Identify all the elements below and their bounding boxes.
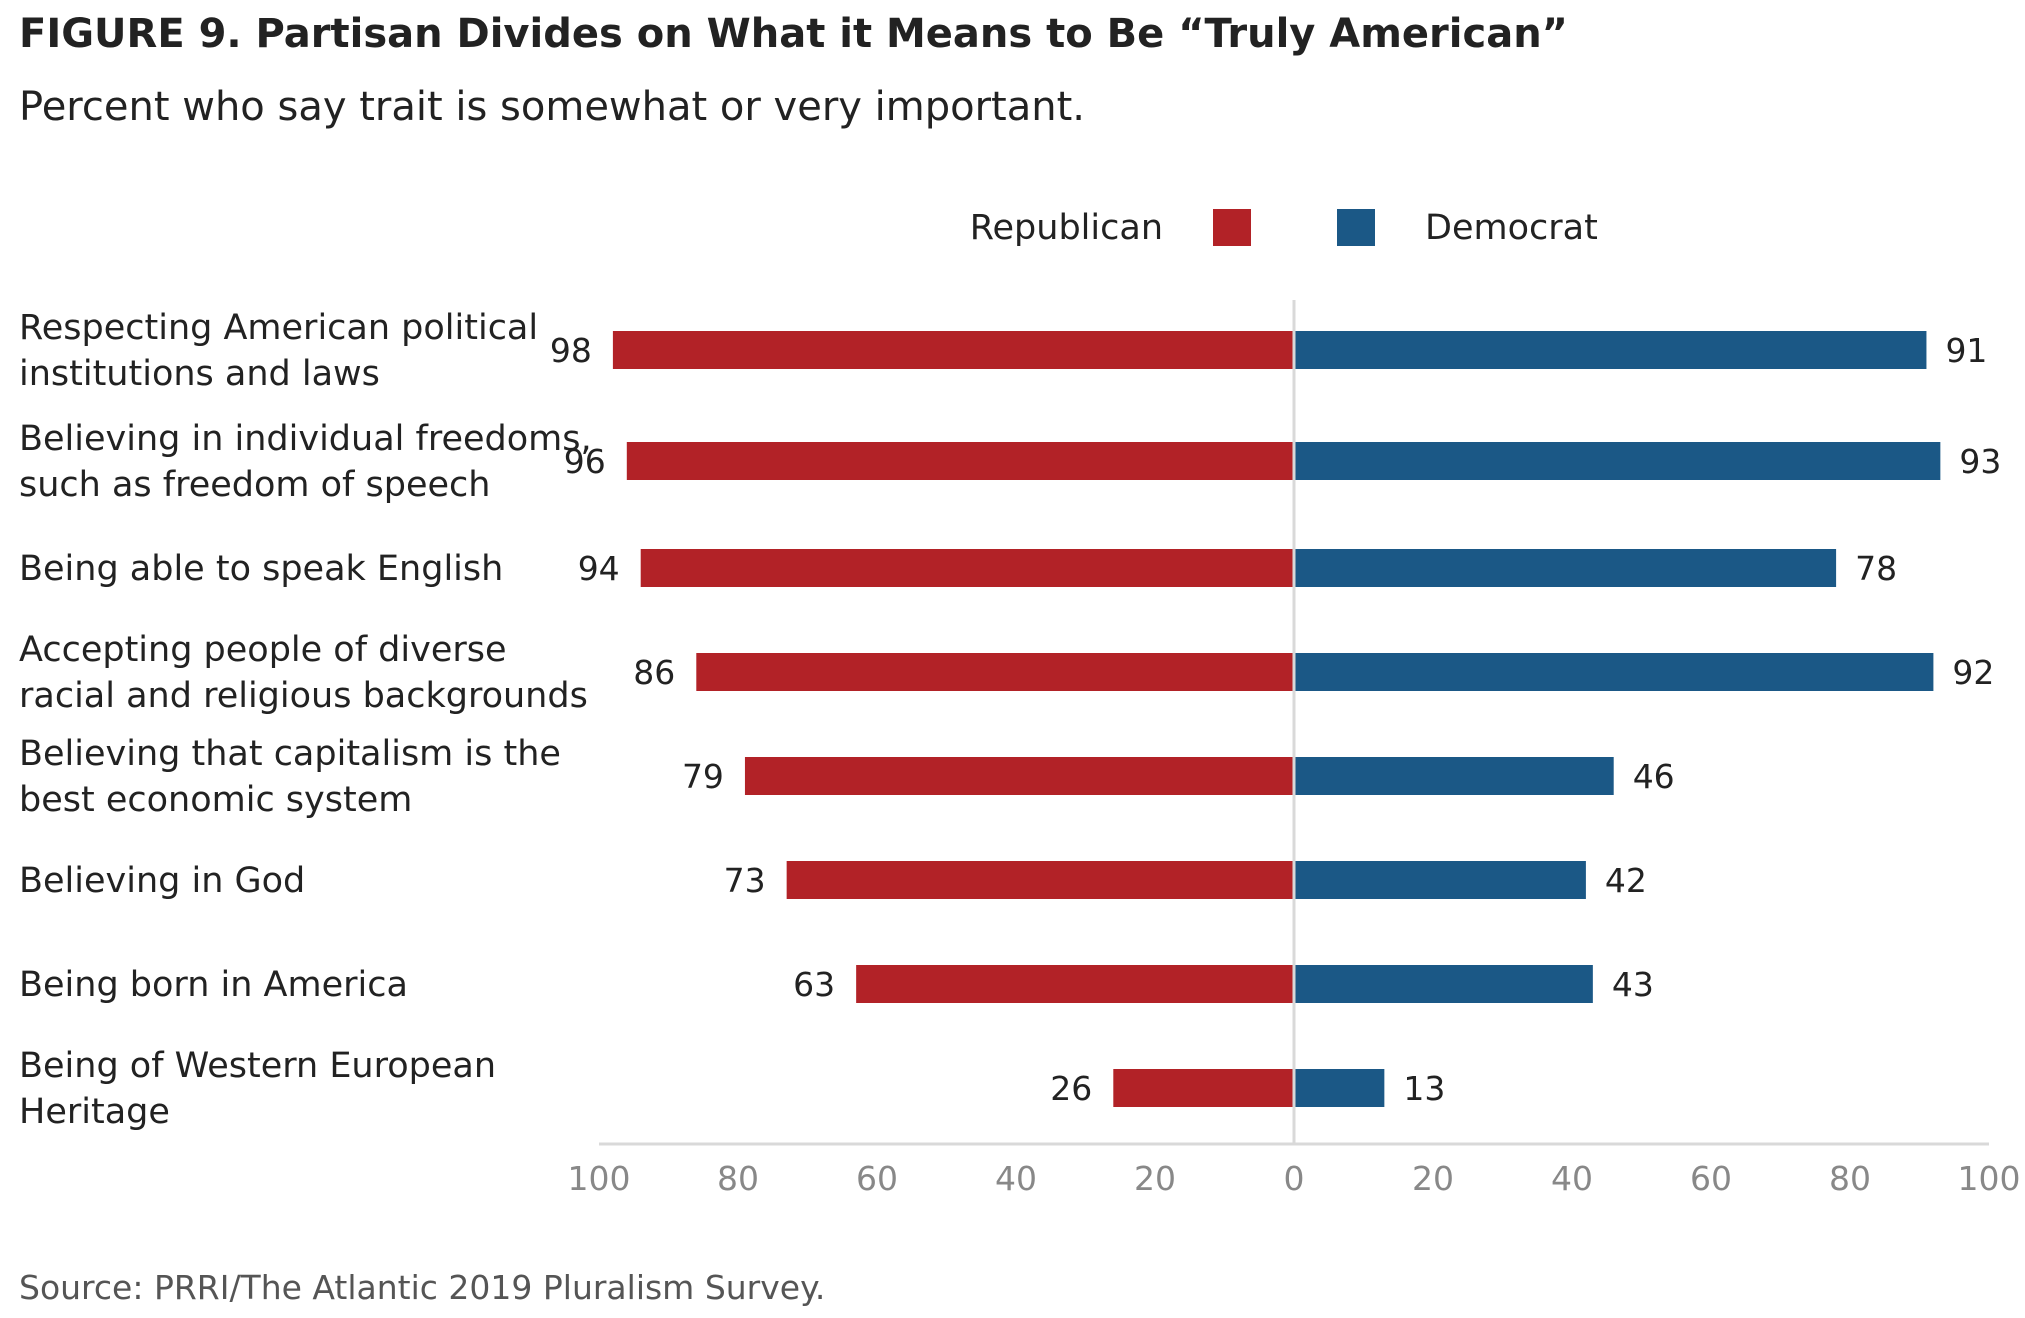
- legend-label-democrat: Democrat: [1425, 208, 1598, 248]
- value-label-republican: 79: [682, 757, 724, 796]
- bar-democrat: [1294, 965, 1593, 1003]
- category-label: Believing in God: [19, 861, 305, 901]
- bars: [612, 331, 1941, 1107]
- bar-republican: [626, 442, 1294, 480]
- category-labels: Respecting American political institution…: [19, 308, 592, 1132]
- x-tick-label: 80: [1829, 1159, 1871, 1198]
- x-tick-label: 80: [717, 1159, 759, 1198]
- legend: Republican Democrat: [970, 208, 1598, 248]
- bar-republican: [612, 331, 1294, 369]
- legend-label-republican: Republican: [970, 208, 1163, 248]
- value-label-republican: 73: [724, 861, 766, 900]
- category-label: Accepting people of diverse racial and re…: [19, 630, 588, 716]
- legend-swatch-republican: [1213, 209, 1251, 246]
- value-label-democrat: 92: [1952, 653, 1994, 692]
- bar-republican: [856, 965, 1294, 1003]
- bar-republican: [696, 653, 1294, 691]
- x-tick-label: 20: [1412, 1159, 1454, 1198]
- value-label-democrat: 93: [1959, 442, 2001, 481]
- category-label: Respecting American political institution…: [19, 308, 538, 394]
- value-label-republican: 26: [1050, 1069, 1092, 1108]
- value-labels: 98 91 96 93 94 78 86 92 79 46 73 42 63 43 26 13: [550, 331, 2001, 1108]
- bar-democrat: [1294, 442, 1941, 480]
- value-label-democrat: 13: [1403, 1069, 1445, 1108]
- bar-republican: [640, 549, 1294, 587]
- x-tick-label: 60: [856, 1159, 898, 1198]
- x-tick-label: 60: [1690, 1159, 1732, 1198]
- bar-democrat: [1294, 757, 1614, 795]
- value-label-republican: 63: [793, 965, 835, 1004]
- value-label-democrat: 91: [1945, 331, 1987, 370]
- x-tick-label: 100: [568, 1159, 631, 1198]
- value-label-republican: 96: [564, 442, 606, 481]
- category-label: Being born in America: [19, 965, 408, 1005]
- x-tick-label: 40: [995, 1159, 1037, 1198]
- x-tick-label: 100: [1958, 1159, 2021, 1198]
- x-tick-label: 20: [1134, 1159, 1176, 1198]
- category-label: Believing in individual freedoms, such as…: [19, 419, 592, 505]
- bar-democrat: [1294, 1069, 1385, 1107]
- value-label-democrat: 46: [1633, 757, 1675, 796]
- value-label-democrat: 42: [1605, 861, 1647, 900]
- bar-democrat: [1294, 549, 1837, 587]
- value-label-republican: 98: [550, 331, 592, 370]
- bar-democrat: [1294, 861, 1586, 899]
- category-label: Being able to speak English: [19, 549, 503, 589]
- x-axis: 100 80 60 40 20 0 20 40 60 80 100: [568, 300, 2021, 1198]
- value-label-republican: 86: [633, 653, 675, 692]
- category-label: Believing that capitalism is the best eco…: [19, 734, 561, 820]
- value-label-republican: 94: [578, 549, 620, 588]
- legend-swatch-democrat: [1337, 209, 1375, 246]
- bar-republican: [744, 757, 1294, 795]
- bar-democrat: [1294, 653, 1934, 691]
- source-note: Source: PRRI/The Atlantic 2019 Pluralism…: [19, 1268, 825, 1307]
- category-label: Being of Western European Heritage: [19, 1046, 496, 1132]
- bar-republican: [1113, 1069, 1294, 1107]
- chart-title: FIGURE 9. Partisan Divides on What it Me…: [19, 11, 1568, 57]
- bar-democrat: [1294, 331, 1927, 369]
- chart-subtitle: Percent who say trait is somewhat or ver…: [19, 84, 1085, 130]
- value-label-democrat: 43: [1612, 965, 1654, 1004]
- x-tick-label: 40: [1551, 1159, 1593, 1198]
- bar-republican: [786, 861, 1294, 899]
- value-label-democrat: 78: [1855, 549, 1897, 588]
- x-tick-label: 0: [1284, 1159, 1305, 1198]
